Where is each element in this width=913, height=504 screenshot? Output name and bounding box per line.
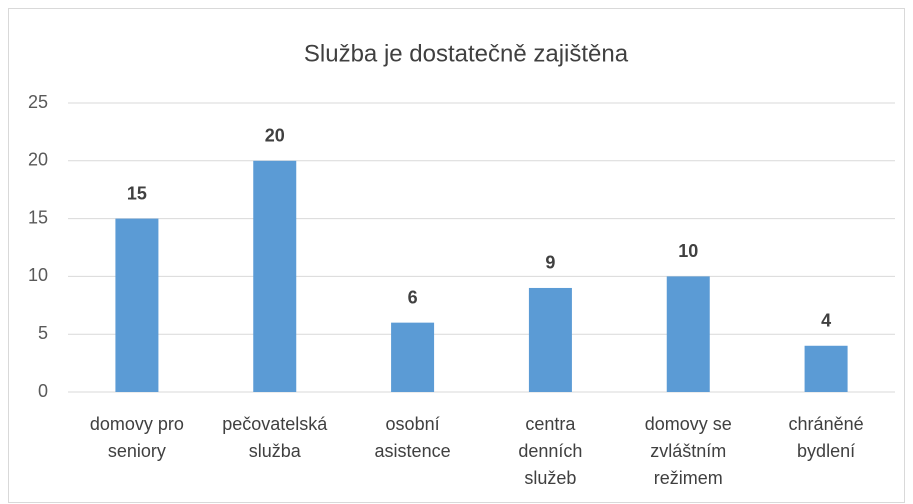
value-label: 4 <box>821 311 831 331</box>
y-tick-label: 10 <box>28 265 48 285</box>
x-tick-label: domovy se zvláštním režimem <box>644 414 732 488</box>
bar <box>115 218 159 392</box>
bar <box>253 160 297 392</box>
y-tick-label: 25 <box>28 92 48 112</box>
value-label: 10 <box>678 241 698 261</box>
y-tick-label: 5 <box>38 323 48 343</box>
value-label: 9 <box>545 253 555 273</box>
x-tick-label: pečovatelská služba <box>222 414 328 461</box>
x-tick-label: domovy pro seniory <box>89 414 184 461</box>
bar <box>804 345 848 392</box>
bar <box>391 322 435 392</box>
value-label: 20 <box>265 126 285 146</box>
y-tick-label: 20 <box>28 150 48 170</box>
value-label: 15 <box>127 183 147 203</box>
bar <box>528 287 572 392</box>
y-tick-label: 15 <box>28 207 48 227</box>
bar <box>666 276 710 392</box>
x-tick-label: centra denních služeb <box>518 414 583 488</box>
x-tick-label: chráněné bydlení <box>788 414 864 461</box>
x-tick-label: osobní asistence <box>374 414 451 461</box>
chart-title: Služba je dostatečně zajištěna <box>304 40 629 67</box>
value-label: 6 <box>408 287 418 307</box>
y-tick-label: 0 <box>38 381 48 401</box>
